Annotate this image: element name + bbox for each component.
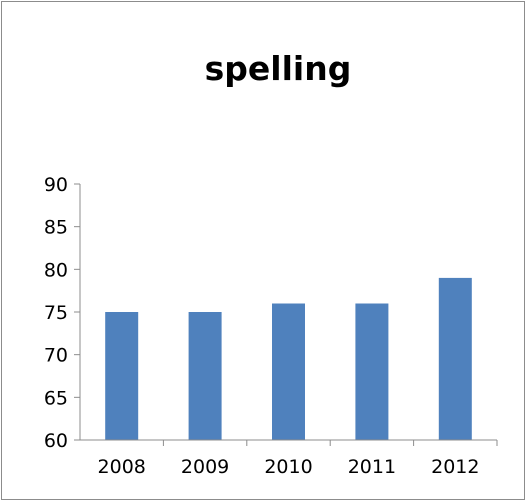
y-tick-label: 70 bbox=[44, 345, 68, 367]
y-tick-label: 60 bbox=[44, 430, 68, 452]
bar-2012 bbox=[438, 277, 472, 440]
x-tick-label: 2008 bbox=[98, 456, 146, 478]
bar-2010 bbox=[272, 303, 305, 440]
y-tick-label: 80 bbox=[44, 259, 68, 281]
x-tick-label: 2010 bbox=[264, 456, 312, 478]
y-tick-label: 75 bbox=[44, 302, 68, 324]
bars bbox=[105, 277, 472, 440]
y-tick-label: 90 bbox=[44, 174, 68, 196]
y-axis-ticks: 60 65 70 75 80 85 90 bbox=[44, 174, 80, 452]
chart-title: spelling bbox=[205, 49, 352, 88]
x-axis-ticks: 2008 2009 2010 2011 2012 bbox=[98, 440, 498, 478]
bar-2011 bbox=[355, 303, 389, 440]
bar-2009 bbox=[188, 312, 222, 440]
x-tick-label: 2009 bbox=[181, 456, 229, 478]
y-tick-label: 85 bbox=[44, 217, 68, 239]
x-tick-label: 2011 bbox=[348, 456, 396, 478]
y-tick-label: 65 bbox=[44, 387, 68, 409]
bar-2008 bbox=[105, 312, 139, 440]
x-tick-label: 2012 bbox=[431, 456, 479, 478]
